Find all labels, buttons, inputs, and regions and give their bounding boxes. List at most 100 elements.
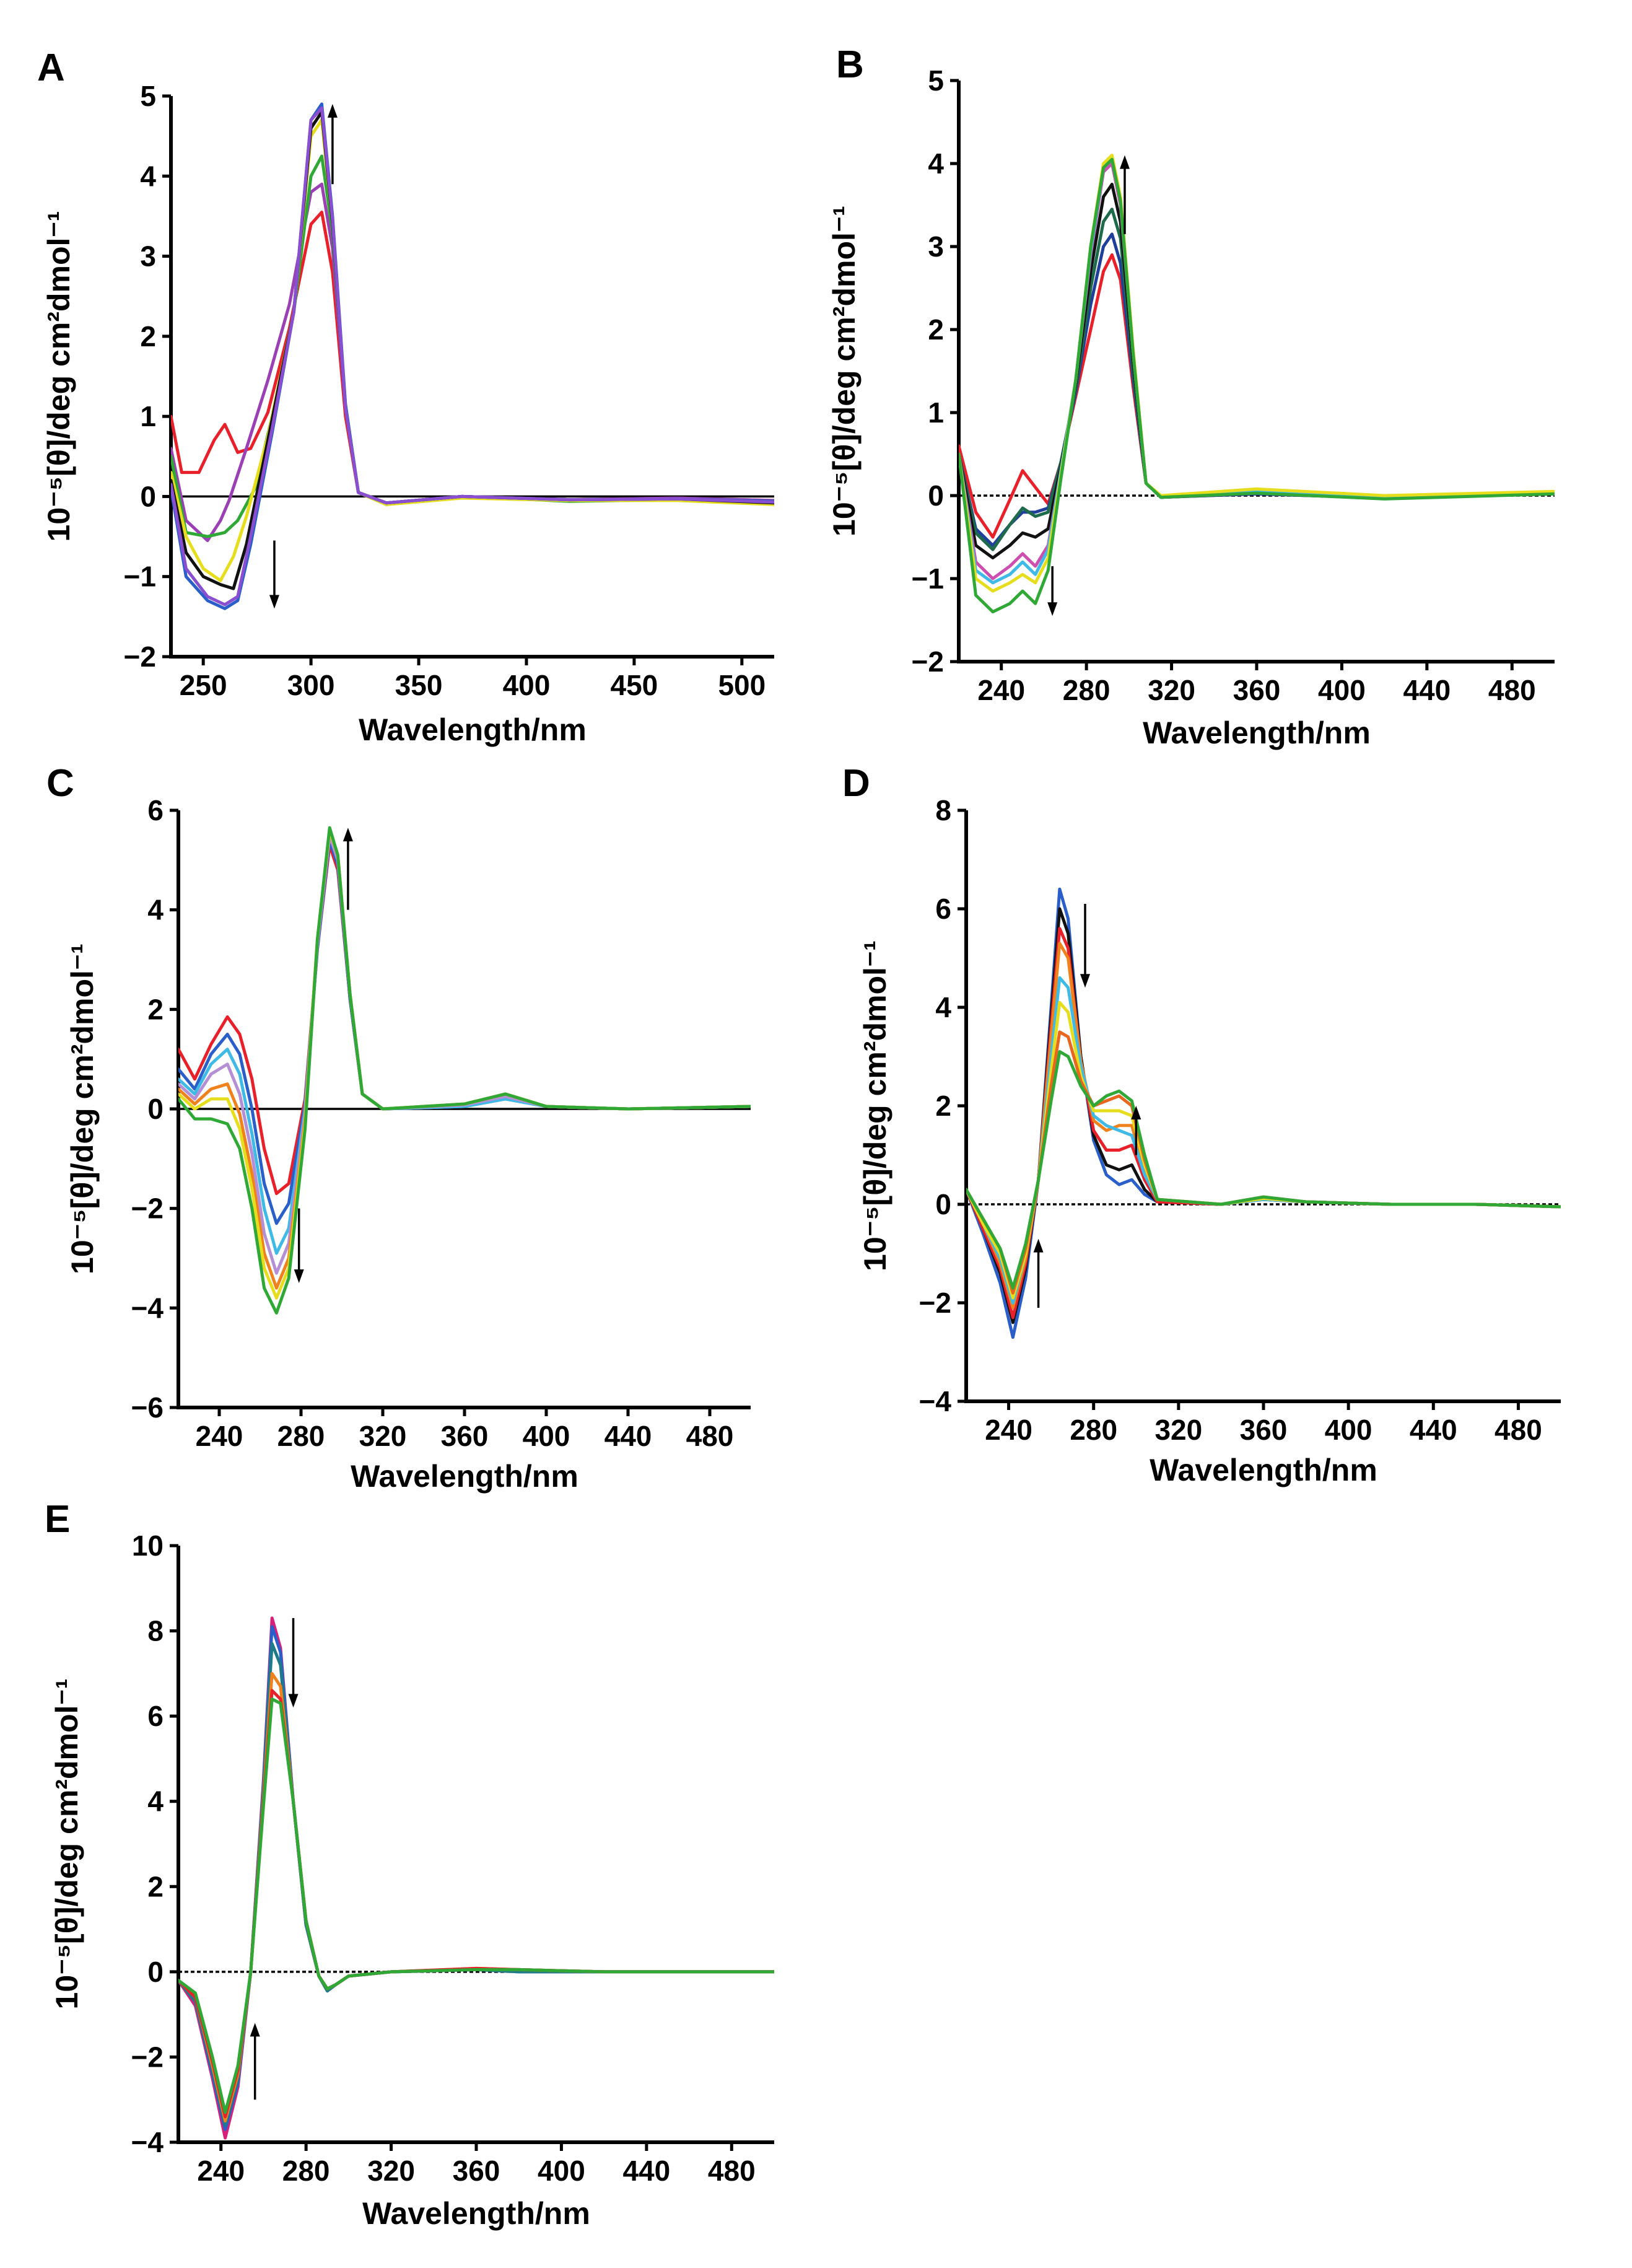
x-tick-label: 360 — [1240, 1414, 1288, 1446]
x-tick-label: 240 — [197, 2155, 245, 2187]
y-tick-label: 3 — [140, 240, 156, 273]
y-tick-label: 10 — [132, 1530, 164, 1562]
series-line-blue — [178, 838, 751, 1225]
trend-arrow-down — [1080, 904, 1090, 988]
x-tick-label: 440 — [1403, 674, 1451, 706]
x-tick-label: 440 — [604, 1420, 652, 1452]
y-tick-label: 5 — [928, 64, 944, 97]
trend-arrow-down — [269, 540, 279, 609]
y-tick-label: 2 — [935, 1090, 951, 1122]
y-tick-label: 4 — [928, 147, 944, 180]
y-tick-label: 0 — [935, 1188, 951, 1220]
x-tick-label: 320 — [1148, 674, 1195, 706]
trend-arrow-up — [327, 103, 338, 185]
series-line-red — [178, 843, 751, 1196]
series-line-cyan — [959, 157, 1555, 585]
x-tick-label: 360 — [453, 2155, 500, 2187]
trend-arrow-down-head — [294, 1269, 304, 1284]
series-line-cyan — [178, 833, 751, 1255]
x-tick-label: 320 — [359, 1420, 407, 1452]
series-line-green — [178, 1697, 774, 2114]
y-tick-label: 0 — [147, 1093, 164, 1125]
y-tick-label: −2 — [919, 1287, 951, 1319]
y-tick-label: 0 — [928, 479, 944, 512]
trend-arrow-up-head — [250, 2023, 260, 2037]
trend-arrow-down — [1047, 566, 1058, 616]
x-tick-label: 280 — [1070, 1414, 1117, 1446]
trend-arrow-down — [294, 1208, 304, 1284]
panel-C: C −6 −4 −2 0 2 4 6 240 280 320 360 400 440 480 Waveleng… — [46, 762, 751, 1494]
x-axis-title: Wavelength/nm — [351, 1459, 578, 1494]
y-tick-label: −4 — [131, 2126, 164, 2158]
panel-E: E −4 −2 0 2 4 6 8 10 240 280 320 360 400 440 480 Wavelen… — [45, 1498, 774, 2231]
trend-arrow-down-head — [269, 595, 279, 609]
x-tick-label: 360 — [441, 1420, 489, 1452]
trend-arrow-up — [1033, 1238, 1044, 1308]
x-tick-label: 500 — [718, 669, 766, 701]
x-axis-title: Wavelength/nm — [359, 712, 587, 747]
y-tick-label: 1 — [140, 400, 156, 432]
y-tick-label: 6 — [935, 893, 951, 925]
y-tick-label: 4 — [140, 160, 156, 192]
y-tick-label: 6 — [147, 1700, 164, 1732]
y-tick-label: 2 — [147, 1870, 164, 1902]
x-axis-title: Wavelength/nm — [1150, 1453, 1377, 1487]
series-line-magenta — [959, 162, 1555, 580]
series-line-green — [178, 826, 751, 1315]
y-axis-title: 10⁻⁵[θ]/deg cm²dmol⁻¹ — [827, 206, 862, 536]
x-tick-label: 300 — [287, 669, 335, 701]
y-tick-label: 4 — [935, 991, 951, 1023]
y-tick-label: −2 — [131, 2041, 164, 2073]
y-tick-label: 0 — [140, 480, 156, 512]
trend-arrow-up — [1131, 1106, 1141, 1155]
panel-A: A −2 −1 0 1 2 3 4 5 250 300 350 400 450 500 Wavelength/… — [37, 46, 774, 747]
y-axis-title: 10⁻⁵[θ]/deg cm²dmol⁻¹ — [65, 944, 100, 1274]
trend-arrow-up-head — [343, 828, 353, 842]
panel-label: B — [836, 43, 864, 86]
panel-B: B −2 −1 0 1 2 3 4 5 240 280 320 360 400 440 480 Waveleng… — [827, 43, 1555, 750]
series-line-violet — [171, 106, 774, 606]
panel-label: A — [37, 46, 65, 89]
x-tick-label: 320 — [367, 2155, 415, 2187]
series-line-black — [171, 110, 774, 590]
panel-label: D — [842, 762, 870, 805]
series-line-yellow — [966, 1000, 1561, 1300]
y-tick-label: 8 — [147, 1615, 164, 1647]
trend-arrow-down — [288, 1618, 299, 1708]
y-tick-label: −4 — [919, 1385, 952, 1417]
y-tick-label: 2 — [147, 993, 164, 1025]
x-tick-label: 400 — [503, 669, 551, 701]
y-tick-label: −1 — [912, 563, 944, 595]
series-line-blue — [171, 102, 774, 610]
x-tick-label: 240 — [196, 1420, 243, 1452]
x-tick-label: 320 — [1154, 1414, 1202, 1446]
y-tick-label: −2 — [131, 1193, 164, 1225]
x-axis-title: Wavelength/nm — [1143, 716, 1371, 750]
x-tick-label: 480 — [1488, 674, 1536, 706]
y-tick-label: 0 — [147, 1956, 164, 1988]
x-tick-label: 400 — [1318, 674, 1366, 706]
series-line-orange — [966, 942, 1561, 1310]
y-tick-label: 2 — [928, 313, 944, 346]
x-tick-label: 480 — [1495, 1414, 1542, 1446]
trend-arrow-up-head — [327, 103, 338, 118]
x-tick-label: 400 — [538, 2155, 585, 2187]
trend-arrow-up-head — [1131, 1106, 1141, 1119]
trend-arrow-down-head — [1080, 974, 1090, 988]
x-tick-label: 240 — [985, 1414, 1032, 1446]
trend-arrow-up — [343, 828, 353, 910]
y-tick-label: −2 — [124, 641, 156, 673]
y-tick-label: −6 — [131, 1391, 164, 1424]
series-line-orange — [178, 828, 751, 1290]
y-tick-label: 6 — [147, 794, 164, 826]
series-line-yellow — [171, 118, 774, 582]
x-axis-title: Wavelength/nm — [362, 2196, 590, 2231]
x-tick-label: 480 — [686, 1420, 734, 1452]
trend-arrow-up — [250, 2023, 260, 2100]
y-axis-title: 10⁻⁵[θ]/deg cm²dmol⁻¹ — [50, 1679, 84, 2010]
y-tick-label: 4 — [147, 1785, 164, 1818]
trend-arrow-down-head — [288, 1694, 299, 1708]
x-tick-label: 280 — [282, 2155, 330, 2187]
x-tick-label: 480 — [708, 2155, 756, 2187]
